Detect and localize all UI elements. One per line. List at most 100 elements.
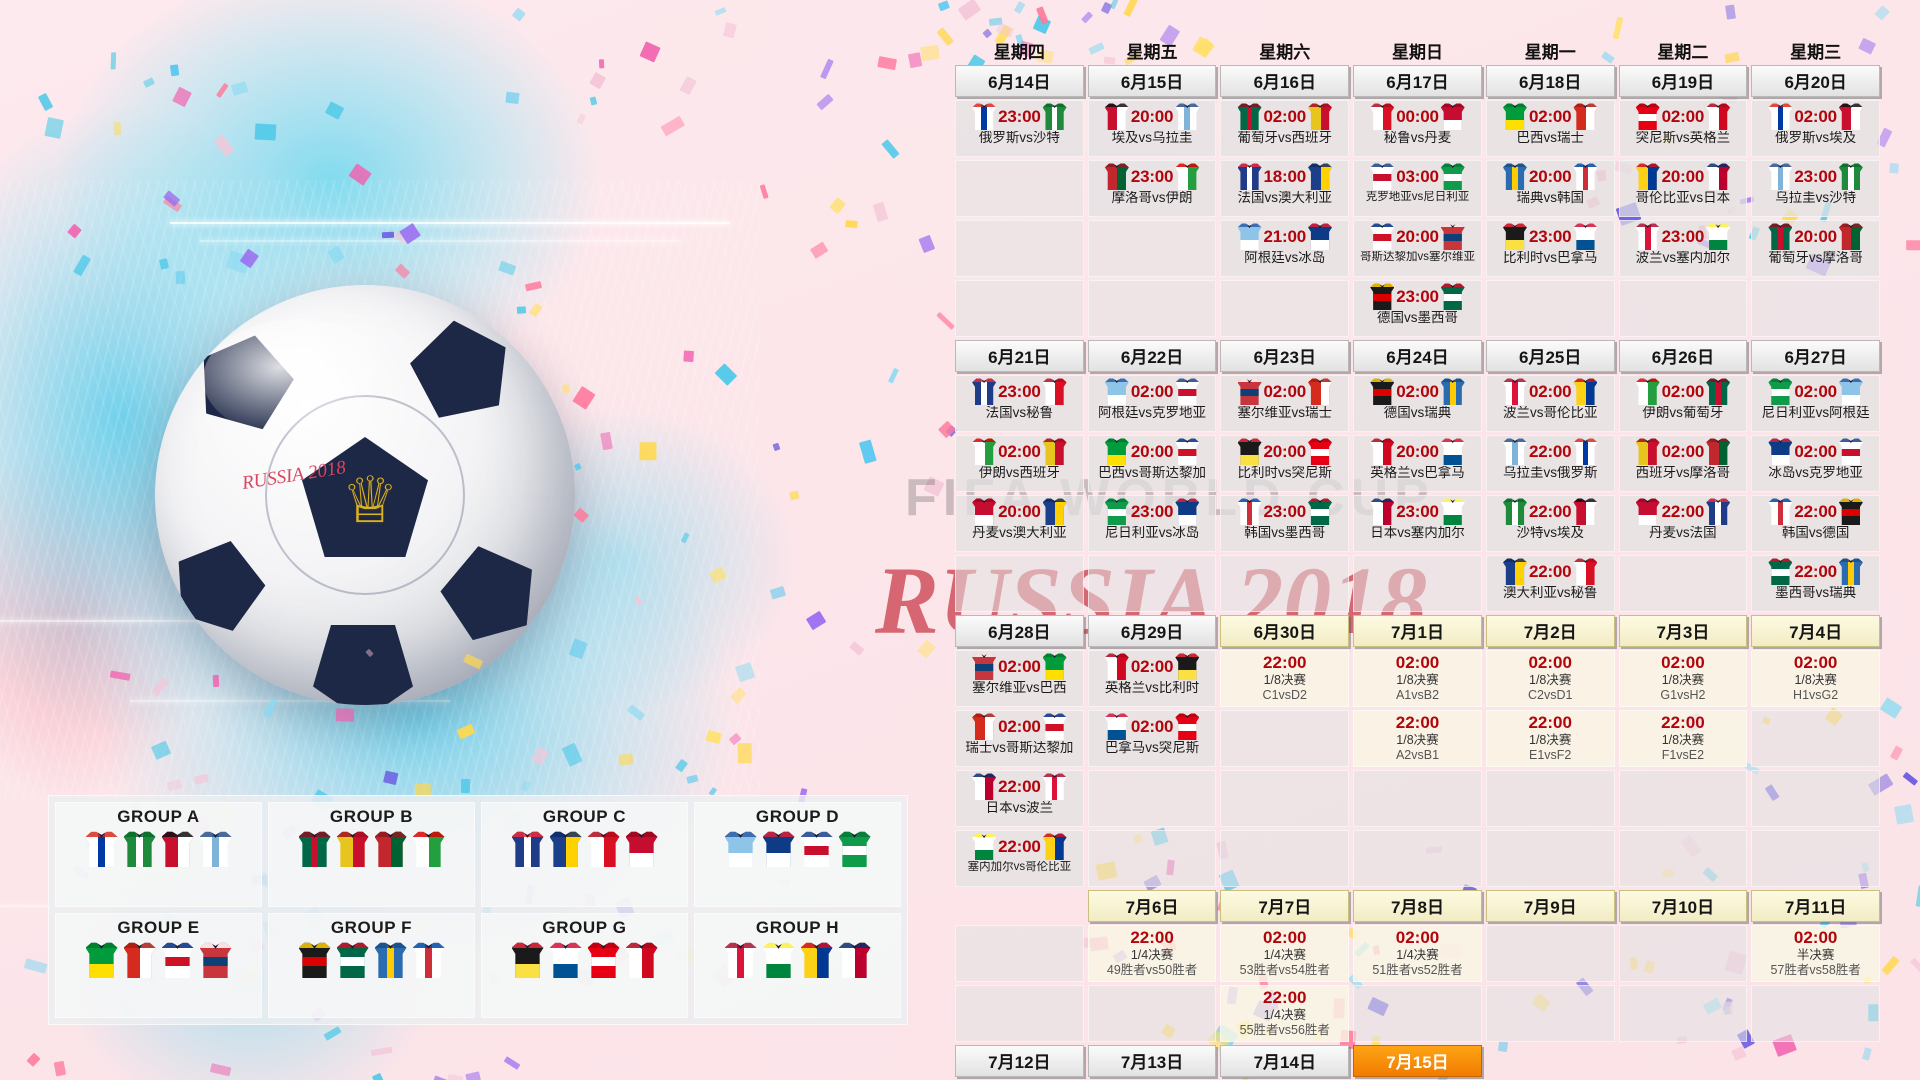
group-team-kit[interactable]: [800, 831, 833, 867]
date-header-cell[interactable]: 7月14日: [1220, 1045, 1350, 1077]
date-header-cell[interactable]: 7月7日: [1220, 890, 1350, 922]
date-header-cell[interactable]: 7月3日: [1618, 615, 1748, 647]
match-cell[interactable]: 22:00 乌拉圭vs俄罗斯: [1485, 435, 1615, 492]
group-team-kit[interactable]: [412, 831, 445, 867]
date-header-cell[interactable]: 7月13日: [1087, 1045, 1217, 1077]
group-team-kit[interactable]: [724, 831, 757, 867]
group-team-kit[interactable]: [587, 831, 620, 867]
date-header-cell[interactable]: 7月11日: [1751, 890, 1880, 922]
match-cell[interactable]: 23:00 德国vs墨西哥: [1353, 280, 1482, 337]
group-team-kit[interactable]: [587, 942, 620, 978]
date-header-cell[interactable]: 6月20日: [1751, 65, 1880, 97]
group-team-kit[interactable]: [374, 942, 407, 978]
match-cell[interactable]: 20:00 葡萄牙vs摩洛哥: [1751, 220, 1880, 277]
match-cell[interactable]: 00:00 秘鲁vs丹麦: [1353, 100, 1482, 157]
match-cell[interactable]: 23:00 俄罗斯vs沙特: [955, 100, 1084, 157]
match-cell[interactable]: 20:00 巴西vs哥斯达黎加: [1087, 435, 1217, 492]
match-cell[interactable]: 02:00 伊朗vs葡萄牙: [1618, 375, 1748, 432]
match-cell[interactable]: 02:00 阿根廷vs克罗地亚: [1087, 375, 1217, 432]
match-cell[interactable]: 02:00 1/8决赛 G1vsH2: [1618, 650, 1748, 707]
match-cell[interactable]: 23:00 乌拉圭vs沙特: [1751, 160, 1880, 217]
match-cell[interactable]: 20:00 比利时vs突尼斯: [1220, 435, 1350, 492]
match-cell[interactable]: 02:00 塞尔维亚vs瑞士: [1220, 375, 1350, 432]
match-cell[interactable]: 22:00 澳大利亚vs秘鲁: [1485, 555, 1615, 612]
match-cell[interactable]: 20:00 瑞典vs韩国: [1485, 160, 1615, 217]
match-cell[interactable]: 02:00 巴西vs瑞士: [1485, 100, 1615, 157]
group-team-kit[interactable]: [199, 831, 232, 867]
group-team-kit[interactable]: [511, 942, 544, 978]
match-cell[interactable]: 20:00 哥伦比亚vs日本: [1618, 160, 1748, 217]
date-header-cell[interactable]: 7月2日: [1485, 615, 1615, 647]
match-cell[interactable]: 22:00 日本vs波兰: [955, 770, 1084, 827]
date-header-cell[interactable]: 7月6日: [1087, 890, 1217, 922]
match-cell[interactable]: 21:00 阿根廷vs冰岛: [1220, 220, 1350, 277]
match-cell[interactable]: 02:00 1/4决赛 53胜者vs54胜者: [1220, 925, 1350, 982]
match-cell[interactable]: 23:00 尼日利亚vs冰岛: [1087, 495, 1217, 552]
match-cell[interactable]: 23:00 比利时vs巴拿马: [1485, 220, 1615, 277]
match-cell[interactable]: 02:00 西班牙vs摩洛哥: [1618, 435, 1748, 492]
match-cell[interactable]: 02:00 半决赛 57胜者vs58胜者: [1751, 925, 1880, 982]
match-cell[interactable]: 22:00 丹麦vs法国: [1618, 495, 1748, 552]
match-cell[interactable]: 23:00 日本vs塞内加尔: [1353, 495, 1482, 552]
date-header-cell[interactable]: 6月30日: [1220, 615, 1350, 647]
group-team-kit[interactable]: [625, 831, 658, 867]
group-team-kit[interactable]: [549, 831, 582, 867]
match-cell[interactable]: 23:00 法国vs秘鲁: [955, 375, 1084, 432]
date-header-cell[interactable]: 6月21日: [955, 340, 1084, 372]
match-cell[interactable]: 02:00 葡萄牙vs西班牙: [1220, 100, 1350, 157]
group-team-kit[interactable]: [336, 942, 369, 978]
match-cell[interactable]: 03:00 克罗地亚vs尼日利亚: [1353, 160, 1482, 217]
match-cell[interactable]: 20:00 丹麦vs澳大利亚: [955, 495, 1084, 552]
group-team-kit[interactable]: [298, 942, 331, 978]
match-cell[interactable]: 22:00 1/4决赛 49胜者vs50胜者: [1087, 925, 1217, 982]
match-cell[interactable]: 02:00 俄罗斯vs埃及: [1751, 100, 1880, 157]
match-cell[interactable]: 22:00 1/8决赛 C1vsD2: [1220, 650, 1350, 707]
group-team-kit[interactable]: [298, 831, 331, 867]
match-cell[interactable]: 02:00 英格兰vs比利时: [1087, 650, 1217, 707]
match-cell[interactable]: 20:00 埃及vs乌拉圭: [1087, 100, 1217, 157]
match-cell[interactable]: 23:00 波兰vs塞内加尔: [1618, 220, 1748, 277]
group-team-kit[interactable]: [762, 831, 795, 867]
match-cell[interactable]: 02:00 冰岛vs克罗地亚: [1751, 435, 1880, 492]
match-cell[interactable]: 20:00 哥斯达黎加vs塞尔维亚: [1353, 220, 1482, 277]
date-header-cell[interactable]: 7月9日: [1485, 890, 1615, 922]
date-header-cell[interactable]: 7月1日: [1353, 615, 1482, 647]
date-header-cell[interactable]: 6月19日: [1618, 65, 1748, 97]
match-cell[interactable]: 02:00 巴拿马vs突尼斯: [1087, 710, 1217, 767]
group-team-kit[interactable]: [549, 942, 582, 978]
match-cell[interactable]: 18:00 法国vs澳大利亚: [1220, 160, 1350, 217]
match-cell[interactable]: 02:00 瑞士vs哥斯达黎加: [955, 710, 1084, 767]
date-header-cell[interactable]: 6月25日: [1485, 340, 1615, 372]
match-cell[interactable]: 22:00 1/8决赛 E1vsF2: [1485, 710, 1615, 767]
match-cell[interactable]: 02:00 1/4决赛 51胜者vs52胜者: [1353, 925, 1482, 982]
match-cell[interactable]: 22:00 塞内加尔vs哥伦比亚: [955, 830, 1084, 887]
match-cell[interactable]: 02:00 1/8决赛 C2vsD1: [1485, 650, 1615, 707]
match-cell[interactable]: 23:00 摩洛哥vs伊朗: [1087, 160, 1217, 217]
group-team-kit[interactable]: [374, 831, 407, 867]
match-cell[interactable]: 22:00 沙特vs埃及: [1485, 495, 1615, 552]
group-team-kit[interactable]: [199, 942, 232, 978]
date-header-cell[interactable]: 6月18日: [1485, 65, 1615, 97]
date-header-cell[interactable]: 7月8日: [1353, 890, 1482, 922]
match-cell[interactable]: 22:00 1/4决赛 55胜者vs56胜者: [1220, 985, 1350, 1042]
date-header-cell[interactable]: 6月14日: [955, 65, 1084, 97]
group-team-kit[interactable]: [800, 942, 833, 978]
match-cell[interactable]: 22:00 1/8决赛 A2vsB1: [1353, 710, 1482, 767]
match-cell[interactable]: 02:00 突尼斯vs英格兰: [1618, 100, 1748, 157]
match-cell[interactable]: 22:00 墨西哥vs瑞典: [1751, 555, 1880, 612]
group-team-kit[interactable]: [161, 831, 194, 867]
group-team-kit[interactable]: [724, 942, 757, 978]
match-cell[interactable]: 02:00 德国vs瑞典: [1353, 375, 1482, 432]
date-header-cell[interactable]: 6月15日: [1087, 65, 1217, 97]
group-team-kit[interactable]: [85, 831, 118, 867]
date-header-cell[interactable]: 6月22日: [1087, 340, 1217, 372]
match-cell[interactable]: 22:00 韩国vs德国: [1751, 495, 1880, 552]
date-header-cell[interactable]: 6月29日: [1087, 615, 1217, 647]
group-team-kit[interactable]: [123, 831, 156, 867]
match-cell[interactable]: 20:00 英格兰vs巴拿马: [1353, 435, 1482, 492]
date-header-cell[interactable]: 6月23日: [1220, 340, 1350, 372]
match-cell[interactable]: 02:00 1/8决赛 A1vsB2: [1353, 650, 1482, 707]
group-team-kit[interactable]: [161, 942, 194, 978]
group-team-kit[interactable]: [412, 942, 445, 978]
match-cell[interactable]: 02:00 1/8决赛 H1vsG2: [1751, 650, 1880, 707]
